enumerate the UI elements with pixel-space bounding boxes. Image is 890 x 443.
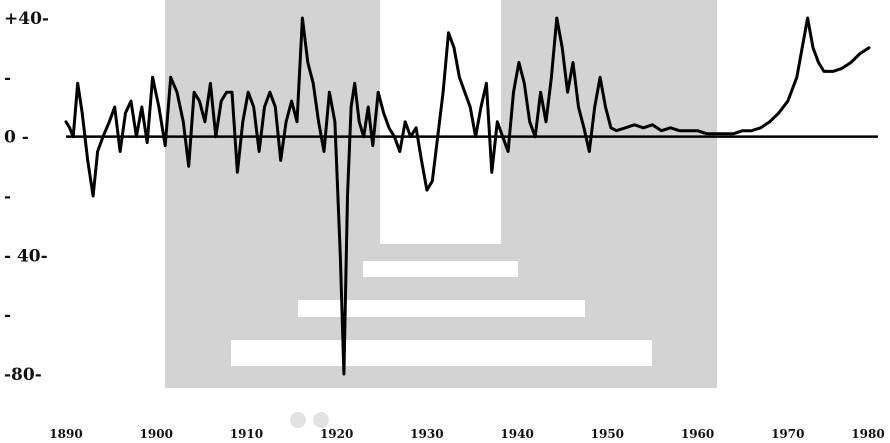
watermark-logo <box>165 0 717 428</box>
watermark-bar-1 <box>363 261 518 277</box>
x-tick-label: 1980 <box>851 427 884 441</box>
series-line-0 <box>64 16 871 376</box>
y-tick-label: -80- <box>4 365 42 385</box>
y-tick-label: - 40- <box>4 246 48 266</box>
watermark-bar-2 <box>298 300 585 317</box>
y-tick-label: +40- <box>4 9 49 29</box>
y-tick-label: - <box>4 306 11 326</box>
x-tick-label: 1900 <box>140 427 173 441</box>
x-tick-label: 1920 <box>320 427 353 441</box>
y-tick-label: - <box>4 68 11 88</box>
y-axis-ticks: +40- - 0 - - - 40- - -80- <box>4 9 49 385</box>
watermark-bar-3 <box>231 340 652 366</box>
x-tick-label: 1910 <box>230 427 263 441</box>
y-tick-label: - <box>4 187 11 207</box>
x-tick-label: 1960 <box>681 427 714 441</box>
x-tick-label: 1890 <box>49 427 82 441</box>
x-tick-label: 1970 <box>771 427 804 441</box>
watermark-dot-2 <box>313 412 329 428</box>
watermark-dot-1 <box>290 412 306 428</box>
x-tick-label: 1940 <box>500 427 533 441</box>
y-tick-label: 0 - <box>4 128 29 148</box>
series-layer <box>64 16 871 376</box>
x-tick-label: 1950 <box>591 427 624 441</box>
x-axis-ticks: 1890 1900 1910 1920 1930 1940 1950 1960 1970 1980 <box>49 427 884 441</box>
x-tick-label: 1930 <box>410 427 443 441</box>
